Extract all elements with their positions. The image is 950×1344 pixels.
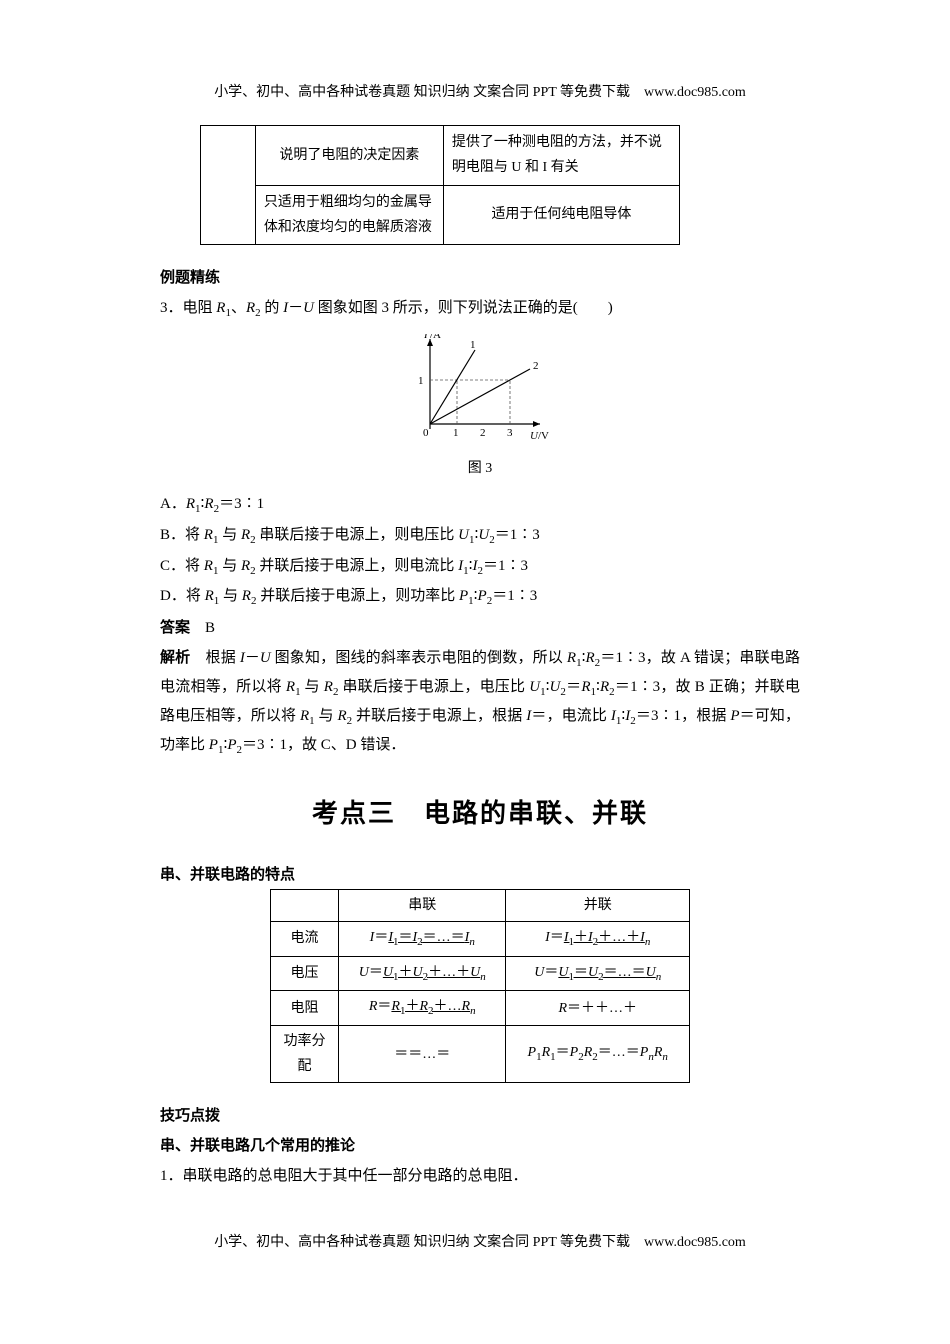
table-header: 串联 (339, 890, 506, 922)
intro-cell: 只适用于粗细均匀的金属导体和浓度均匀的电解质溶液 (255, 185, 443, 244)
svg-text:1: 1 (453, 427, 459, 439)
table-cell: I＝I1＋I2＋…＋In (506, 922, 690, 957)
intro-table: 说明了电阻的决定因素 提供了一种测电阻的方法，并不说明电阻与 U 和 I 有关 … (200, 125, 680, 245)
intro-cell: 说明了电阻的决定因素 (255, 126, 443, 185)
option-c: C．将 R1 与 R2 并联后接于电源上，则电流比 I1∶I2＝1∶3 (160, 553, 800, 582)
option-a: A．R1∶R2＝3∶1 (160, 491, 800, 520)
page-footer: 小学、初中、高中各种试卷真题 知识归纳 文案合同 PPT 等免费下载 www.d… (160, 1230, 800, 1255)
table-header (271, 890, 339, 922)
iu-chart: 0 1 2 3 1 I /A U /V 1 2 (160, 334, 800, 481)
exercise-title: 例题精练 (160, 265, 800, 292)
table-cell: I＝I1＝I2＝…＝In (339, 922, 506, 957)
table-cell: ＝＝…＝ (339, 1026, 506, 1083)
page-header: 小学、初中、高中各种试卷真题 知识归纳 文案合同 PPT 等免费下载 www.d… (160, 80, 800, 105)
svg-text:/V: /V (538, 430, 549, 442)
svg-text:2: 2 (480, 427, 486, 439)
svg-text:1: 1 (470, 339, 476, 351)
intro-cell: 提供了一种测电阻的方法，并不说明电阻与 U 和 I 有关 (443, 126, 679, 185)
topic-heading: 考点三 电路的串联、并联 (160, 790, 800, 837)
table-cell: U＝U1＝U2＝…＝Un (506, 956, 690, 991)
table-cell: R＝R1＋R2＋…Rn (339, 991, 506, 1026)
table-cell: U＝U1＋U2＋…＋Un (339, 956, 506, 991)
svg-text:0: 0 (423, 427, 429, 439)
svg-text:2: 2 (533, 360, 539, 372)
table-cell: R＝＋＋…＋ (506, 991, 690, 1026)
svg-text:1: 1 (418, 375, 424, 387)
table-row-label: 电压 (271, 956, 339, 991)
svg-text:3: 3 (507, 427, 513, 439)
table-row-label: 电流 (271, 922, 339, 957)
option-b: B．将 R1 与 R2 串联后接于电源上，则电压比 U1∶U2＝1∶3 (160, 522, 800, 551)
svg-text:/A: /A (430, 334, 441, 341)
explanation: 解析 根据 I－U 图象知，图线的斜率表示电阻的倒数，所以 R1∶R2＝1∶3，… (160, 645, 800, 760)
answer-line: 答案 B (160, 615, 800, 642)
svg-text:I: I (423, 334, 429, 341)
tips-sub: 串、并联电路几个常用的推论 (160, 1133, 800, 1160)
option-d: D．将 R1 与 R2 并联后接于电源上，则功率比 P1∶P2＝1∶3 (160, 583, 800, 612)
tip-1: 1．串联电路的总电阻大于其中任一部分电路的总电阻． (160, 1163, 800, 1190)
table-header: 并联 (506, 890, 690, 922)
circuit-intro: 串、并联电路的特点 (160, 862, 800, 889)
tips-title: 技巧点拨 (160, 1103, 800, 1130)
chart-caption: 图 3 (160, 456, 800, 481)
question-text: 3．电阻 R1、R2 的 I－U 图象如图 3 所示，则下列说法正确的是( ) (160, 295, 800, 324)
table-row-label: 功率分配 (271, 1026, 339, 1083)
table-cell: P1R1＝P2R2＝…＝PnRn (506, 1026, 690, 1083)
intro-table-leftcol (201, 126, 256, 245)
intro-cell: 适用于任何纯电阻导体 (443, 185, 679, 244)
table-row-label: 电阻 (271, 991, 339, 1026)
circuit-table: 串联 并联 电流 I＝I1＝I2＝…＝In I＝I1＋I2＋…＋In 电压 U＝… (270, 889, 690, 1083)
